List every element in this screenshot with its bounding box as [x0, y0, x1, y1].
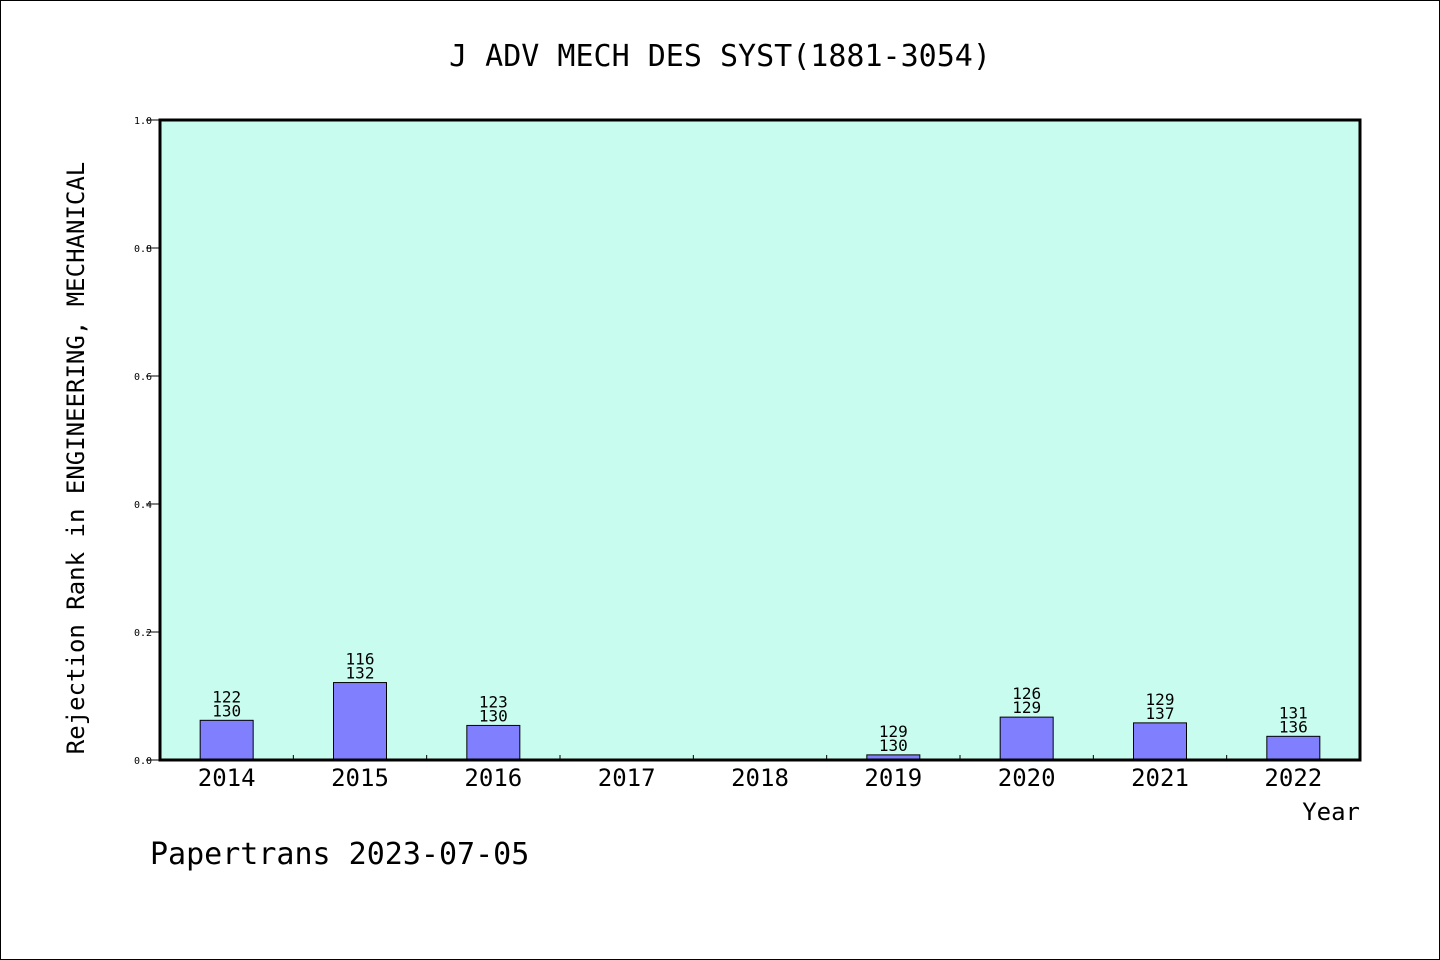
x-tick-label: 2020 — [998, 764, 1056, 792]
x-tick-label: 2021 — [1131, 764, 1189, 792]
y-tick-label: 0.0 — [134, 756, 152, 767]
x-tick-label: 2015 — [331, 764, 389, 792]
bar-2021 — [1133, 722, 1187, 761]
plot-border — [158, 118, 1362, 762]
bar-label-upper: 123 — [479, 692, 508, 711]
bar-label-upper: 129 — [879, 722, 908, 741]
y-tick-label: 1.0 — [134, 116, 152, 127]
bar-label-lower: 130 — [212, 701, 241, 720]
bar-label-upper: 129 — [1146, 690, 1175, 709]
y-axis-label: Rejection Rank in ENGINEERING, MECHANICA… — [62, 162, 90, 754]
bar-label-lower: 136 — [1279, 717, 1308, 736]
chart-title: J ADV MECH DES SYST(1881-3054) — [449, 39, 991, 74]
y-tick-label: 0.8 — [134, 244, 152, 255]
x-tick-label: 2016 — [464, 764, 522, 792]
bar-2016 — [466, 724, 521, 761]
x-axis: 2014 2015 2016 2017 2018 2019 2020 2021 2022 — [198, 755, 1322, 792]
bar-label-upper: 122 — [212, 687, 241, 706]
bar-label-upper: 131 — [1279, 703, 1308, 722]
footer-credit: Papertrans 2023-07-05 — [150, 837, 529, 872]
plot-area — [160, 120, 1360, 760]
bar-label-lower: 130 — [479, 706, 508, 725]
y-tick-label: 0.6 — [134, 372, 152, 383]
x-tick-label: 2017 — [598, 764, 656, 792]
y-tick-label: 0.4 — [134, 500, 152, 511]
x-axis-label: Year — [1302, 798, 1360, 826]
bar-2014 — [199, 719, 254, 761]
x-tick-label: 2022 — [1264, 764, 1322, 792]
bar-2015 — [333, 682, 387, 761]
y-tick-label: 0.2 — [134, 628, 152, 639]
y-axis: 0.0 0.2 0.4 0.6 0.8 1.0 — [134, 116, 160, 767]
bar-2022 — [1266, 735, 1321, 761]
bar-label-lower: 137 — [1146, 704, 1175, 723]
x-tick-label: 2019 — [864, 764, 922, 792]
bar-label-upper: 126 — [1012, 684, 1041, 703]
bar-label-lower: 129 — [1012, 698, 1041, 717]
bar-label-lower: 132 — [346, 664, 375, 683]
x-tick-label: 2018 — [731, 764, 789, 792]
bar-label-lower: 130 — [879, 736, 908, 755]
x-tick-label: 2014 — [198, 764, 256, 792]
bar-2020 — [999, 716, 1054, 761]
bar-label-upper: 116 — [346, 650, 375, 669]
bars-layer — [199, 682, 1321, 761]
